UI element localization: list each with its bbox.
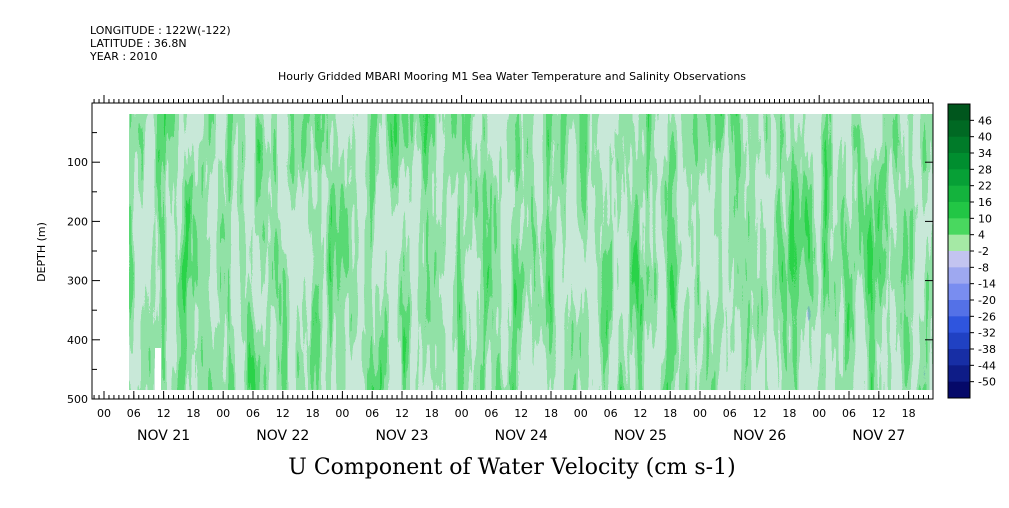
date-label: NOV 27 <box>852 428 905 444</box>
colorbar-swatch <box>948 381 970 399</box>
x-tick-label: 12 <box>395 407 409 420</box>
x-tick-label: 06 <box>484 407 498 420</box>
colorbar-label: -44 <box>978 359 996 372</box>
y-tick-label: 100 <box>67 156 88 169</box>
colorbar-swatch <box>948 202 970 219</box>
colorbar-swatch <box>948 104 970 121</box>
x-tick-label: 00 <box>216 407 230 420</box>
colorbar-swatch <box>948 365 970 383</box>
x-tick-label: 00 <box>335 407 349 420</box>
x-tick-label: 06 <box>365 407 379 420</box>
colorbar-label: 46 <box>978 114 992 127</box>
x-axis: 00 06 12 18 00 06 12 18 00 06 12 18 00 06 12 18 00 06 12 18… <box>93 391 929 444</box>
x-tick-label: 18 <box>306 407 320 420</box>
colorbar-label: 28 <box>978 163 992 176</box>
colorbar-swatch <box>948 251 970 268</box>
colorbar-swatch <box>948 283 970 301</box>
x-tick-label: 12 <box>157 407 171 420</box>
x-tick-label: 06 <box>604 407 618 420</box>
colorbar-swatch <box>948 349 970 366</box>
y-tick-label: 500 <box>67 393 88 406</box>
colorbar-label: 34 <box>978 147 992 160</box>
colorbar-swatch <box>948 300 970 317</box>
date-label: NOV 26 <box>733 428 786 444</box>
colorbar-label: 40 <box>978 131 992 144</box>
x-tick-label: 18 <box>902 407 916 420</box>
top-axis-ticks <box>93 95 929 103</box>
x-tick-label: 18 <box>782 407 796 420</box>
x-tick-label: 00 <box>455 407 469 420</box>
colorbar-label: 4 <box>978 229 985 242</box>
colorbar-swatch <box>948 234 970 252</box>
colorbar-label: -8 <box>978 261 989 274</box>
x-tick-label: 06 <box>842 407 856 420</box>
colorbar-swatch <box>948 169 970 187</box>
x-tick-label: 06 <box>723 407 737 420</box>
colorbar-swatch <box>948 153 970 170</box>
x-tick-label: 00 <box>812 407 826 420</box>
colorbar-label: -32 <box>978 327 996 340</box>
colorbar-swatch <box>948 267 970 285</box>
year-text: YEAR : 2010 <box>89 50 158 63</box>
date-label: NOV 21 <box>137 428 190 444</box>
colorbar-label: -20 <box>978 294 996 307</box>
colorbar-swatch <box>948 332 970 350</box>
y-axis-label: DEPTH (m) <box>35 222 48 282</box>
x-tick-label: 12 <box>753 407 767 420</box>
chart-title: Hourly Gridded MBARI Mooring M1 Sea Wate… <box>278 70 746 83</box>
colorbar-swatch <box>948 120 970 138</box>
x-tick-label: 12 <box>514 407 528 420</box>
x-tick-label: 06 <box>246 407 260 420</box>
x-tick-label: 18 <box>186 407 200 420</box>
colorbar-swatch <box>948 136 970 154</box>
date-label: NOV 22 <box>256 428 309 444</box>
x-tick-label: 18 <box>544 407 558 420</box>
colorbar-label: -38 <box>978 343 996 356</box>
y-tick-label: 200 <box>67 215 88 228</box>
colorbar: 46 40 34 28 22 16 10 4 -2 -8 -14 -20 -26 -32 -38 -44 -50 <box>947 103 996 399</box>
x-tick-label: 18 <box>663 407 677 420</box>
colorbar-label: -2 <box>978 245 989 258</box>
date-label: NOV 25 <box>614 428 667 444</box>
x-tick-label: 00 <box>97 407 111 420</box>
date-label: NOV 23 <box>375 428 428 444</box>
x-tick-label: 12 <box>633 407 647 420</box>
colorbar-label: -50 <box>978 376 996 389</box>
colorbar-swatch <box>948 185 970 203</box>
x-axis-title: U Component of Water Velocity (cm s-1) <box>288 455 735 480</box>
colorbar-label: -26 <box>978 310 996 323</box>
colorbar-label: 10 <box>978 212 992 225</box>
colorbar-swatch <box>948 316 970 334</box>
longitude-text: LONGITUDE : 122W(-122) <box>90 24 231 37</box>
heatmap-field <box>129 114 933 390</box>
date-label: NOV 24 <box>495 428 548 444</box>
missing-data-gap <box>155 348 161 390</box>
latitude-text: LATITUDE : 36.8N <box>90 37 187 50</box>
x-tick-label: 00 <box>574 407 588 420</box>
colorbar-label: -14 <box>978 278 996 291</box>
colorbar-label: 16 <box>978 196 992 209</box>
x-tick-label: 12 <box>872 407 886 420</box>
x-tick-label: 06 <box>127 407 141 420</box>
colorbar-label: 22 <box>978 180 992 193</box>
x-tick-label: 12 <box>276 407 290 420</box>
x-tick-label: 18 <box>425 407 439 420</box>
y-tick-label: 400 <box>67 334 88 347</box>
y-tick-label: 300 <box>67 275 88 288</box>
x-tick-label: 00 <box>693 407 707 420</box>
colorbar-swatch <box>948 218 970 236</box>
